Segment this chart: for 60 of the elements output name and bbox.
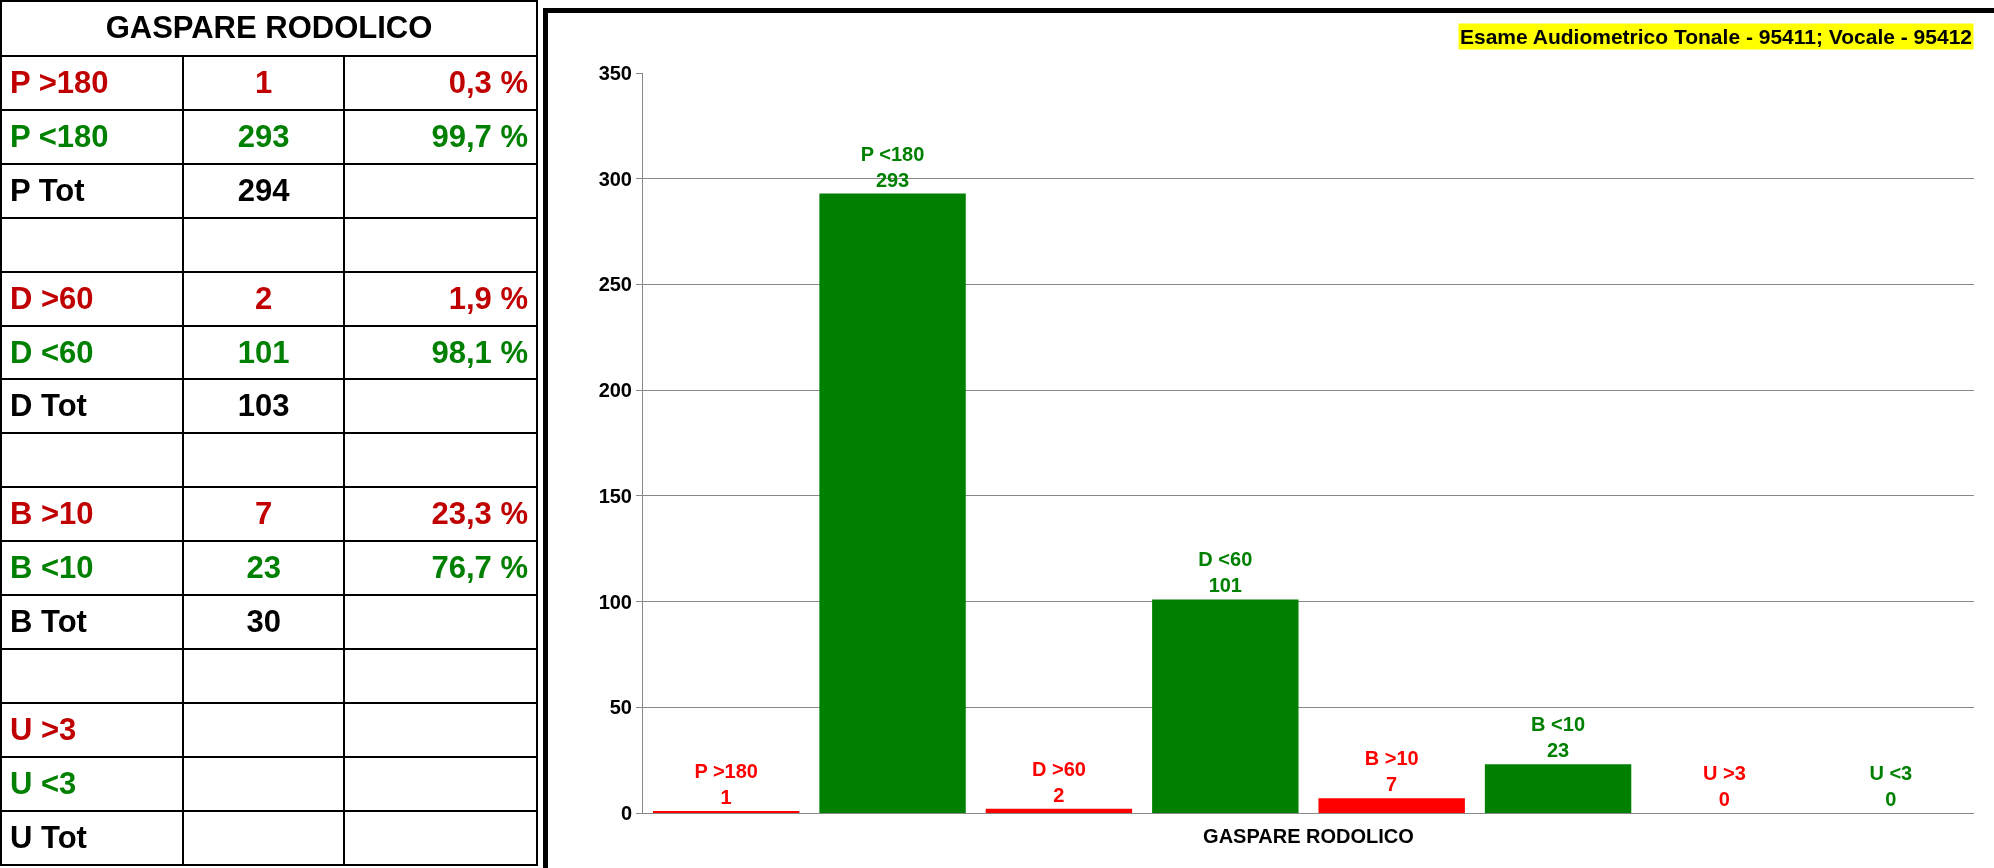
- text: 293: [237, 118, 290, 154]
- text: 0,3 %: [448, 64, 528, 100]
- bar: [1318, 798, 1465, 813]
- y-tick-label: 300: [598, 167, 632, 190]
- data-label: 23: [1546, 739, 1570, 762]
- y-tick-label: 150: [598, 484, 632, 507]
- category-label: B >10: [1364, 747, 1419, 770]
- category-label: P Tot: [1, 163, 184, 218]
- bar: [819, 193, 966, 813]
- text: 23,3 %: [431, 496, 528, 532]
- text: 103: [237, 388, 290, 424]
- category-label: D <60: [1, 325, 184, 380]
- category-label: D >60: [1031, 757, 1086, 780]
- category-label: D <60: [1198, 548, 1253, 571]
- text: 1: [255, 64, 273, 100]
- data-label: 0: [1718, 788, 1730, 810]
- text: 294: [237, 172, 290, 208]
- category-label: D >60: [1, 271, 184, 326]
- category-label: P <180: [860, 142, 925, 165]
- category-label: U Tot: [1, 810, 184, 865]
- text: 76,7 %: [431, 550, 528, 586]
- category-label: U >3: [1, 703, 184, 757]
- category-label: P >180: [1, 55, 184, 110]
- category-label: B >10: [1, 487, 184, 542]
- data-label: 2: [1053, 783, 1065, 806]
- data-label: 7: [1386, 773, 1398, 796]
- y-tick-label: 200: [598, 379, 632, 402]
- data-label: 293: [875, 168, 910, 191]
- category-label: U <3: [1, 756, 184, 811]
- data-label: 0: [1885, 788, 1897, 810]
- text: 23: [246, 550, 281, 586]
- chart-title: Esame Audiometrico Tonale - 95411; Vocale - 95412: [1460, 25, 1972, 48]
- bar: [985, 808, 1133, 813]
- text: GASPARE RODOLICO: [1, 1, 537, 56]
- category-label: B <10: [1, 541, 184, 596]
- text: 101: [237, 334, 290, 370]
- category-label: B <10: [1531, 713, 1586, 736]
- y-tick-label: 350: [598, 62, 632, 84]
- bar: [1152, 599, 1299, 813]
- text: 2: [255, 280, 273, 316]
- x-axis-title: GASPARE RODOLICO: [1203, 824, 1414, 847]
- data-label: 1: [720, 785, 732, 808]
- category-label: U <3: [1869, 762, 1913, 784]
- text: 1,9 %: [448, 280, 528, 316]
- text: 30: [246, 604, 281, 640]
- text: 7: [255, 496, 273, 532]
- category-label: D Tot: [1, 379, 184, 434]
- y-tick-label: 0: [620, 802, 632, 824]
- category-label: P <180: [1, 109, 184, 164]
- y-tick-label: 50: [609, 696, 632, 719]
- text: 98,1 %: [431, 334, 528, 370]
- text: 99,7 %: [431, 118, 528, 154]
- category-label: U >3: [1703, 762, 1746, 784]
- category-label: P >180: [694, 759, 758, 782]
- category-label: B Tot: [1, 595, 184, 650]
- bar: [652, 810, 800, 813]
- data-label: 101: [1208, 574, 1242, 597]
- y-tick-label: 100: [598, 590, 632, 613]
- bar: [1484, 764, 1632, 813]
- y-tick-label: 250: [598, 273, 632, 296]
